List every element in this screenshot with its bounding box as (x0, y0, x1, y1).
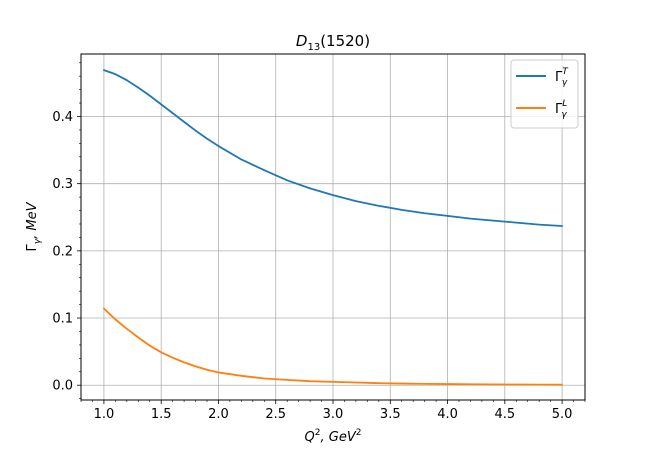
legend: ΓT γ ΓL γ (510, 59, 579, 129)
x-tick-label: 4.0 (437, 407, 458, 422)
y-tick-label: 0.4 (52, 110, 73, 125)
series-line-transverse (103, 69, 563, 227)
y-axis: 0.0 0.1 0.2 0.3 0.4 (52, 62, 81, 399)
x-tick-label: 5.0 (552, 407, 573, 422)
y-tick-label: 0.1 (52, 312, 73, 327)
x-tick-label: 2.0 (208, 407, 229, 422)
series-layer (103, 69, 563, 386)
x-axis-title: Q2, GeV2 (305, 428, 362, 445)
x-tick-label: 3.0 (323, 407, 344, 422)
x-axis: 1.0 1.5 2.0 2.5 3.0 3.5 4.0 4.5 5.0 (80, 400, 586, 422)
series-line-longitudinal (103, 307, 563, 386)
chart-title: D13(1520) (296, 32, 370, 53)
y-tick-label: 0.3 (52, 177, 73, 192)
y-tick-label: 0.2 (52, 244, 73, 259)
y-axis-title: Γγ, MeV (25, 201, 43, 251)
legend-box (510, 59, 579, 129)
x-tick-label: 4.5 (494, 407, 515, 422)
x-tick-label: 1.0 (94, 407, 115, 422)
y-tick-label: 0.0 (52, 379, 73, 394)
x-tick-label: 3.5 (380, 407, 401, 422)
legend-label-longitudinal: ΓL γ (555, 99, 567, 120)
x-tick-label: 2.5 (265, 407, 286, 422)
x-tick-label: 1.5 (151, 407, 172, 422)
legend-label-transverse: ΓT γ (555, 67, 569, 88)
